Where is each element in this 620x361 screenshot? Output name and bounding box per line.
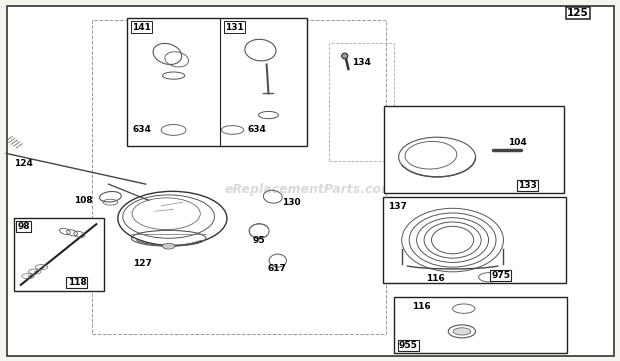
Bar: [384, 106, 564, 193]
Bar: [383, 197, 566, 283]
Text: 116: 116: [426, 274, 445, 283]
Text: 130: 130: [282, 199, 301, 207]
Bar: [394, 297, 567, 353]
Bar: [14, 218, 104, 291]
Text: 137: 137: [388, 203, 407, 211]
Text: 95: 95: [252, 236, 265, 245]
Text: 104: 104: [508, 138, 527, 147]
Ellipse shape: [453, 328, 471, 335]
Text: 134: 134: [352, 58, 371, 66]
Text: eReplacementParts.com: eReplacementParts.com: [225, 183, 395, 196]
Text: 133: 133: [518, 181, 536, 190]
Text: 116: 116: [412, 302, 431, 310]
Text: 125: 125: [567, 8, 589, 18]
Bar: [329, 43, 394, 161]
Text: 975: 975: [491, 271, 510, 280]
Text: 141: 141: [132, 23, 151, 31]
Bar: [127, 18, 307, 146]
Text: 127: 127: [133, 259, 152, 268]
Bar: [92, 20, 386, 334]
Text: 634: 634: [248, 126, 267, 134]
Text: 98: 98: [17, 222, 30, 231]
Ellipse shape: [162, 243, 175, 249]
Text: 108: 108: [74, 196, 93, 205]
Text: 634: 634: [132, 126, 151, 134]
Text: 955: 955: [399, 341, 417, 349]
Text: 617: 617: [268, 265, 286, 273]
Ellipse shape: [342, 53, 348, 59]
Text: 124: 124: [14, 159, 32, 168]
Text: 131: 131: [225, 23, 244, 31]
Text: 118: 118: [68, 278, 86, 287]
